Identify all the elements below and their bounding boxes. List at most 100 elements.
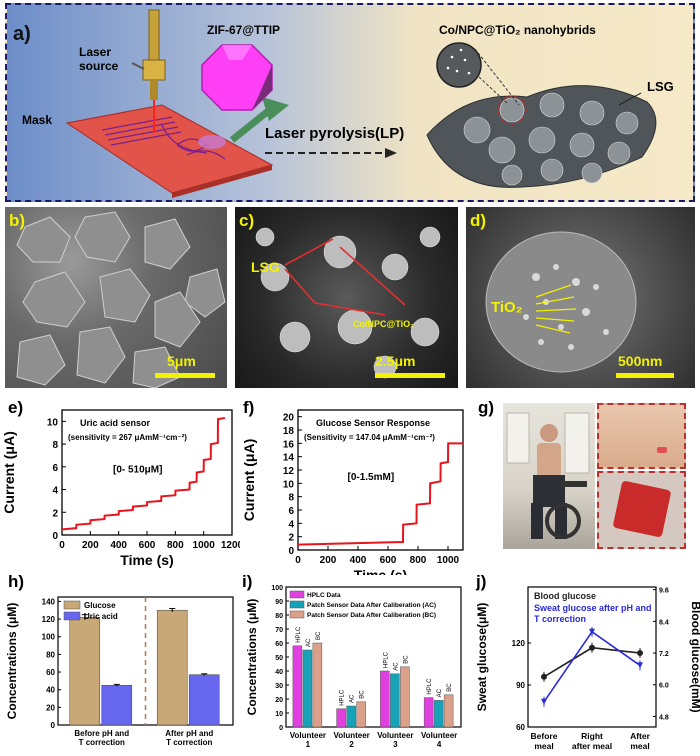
bar-ac: [390, 673, 400, 728]
y-tick-label: 50: [275, 655, 283, 662]
x-tick-label: after meal: [572, 741, 612, 751]
chart-title: Glucose Sensor Response: [316, 418, 430, 428]
legend-label: Uric acid: [84, 612, 118, 621]
y-right-tick-label: 8.4: [659, 619, 669, 626]
bar-ac: [302, 649, 313, 728]
plot-frame: [297, 409, 464, 551]
sem-particles: [255, 226, 441, 379]
scale-bar-c: [375, 373, 445, 378]
y-right-tick-label: 7.2: [659, 651, 669, 658]
panel-d-sem-image: d) TiO₂ 500nm: [466, 207, 695, 388]
x-tick-label: 800: [167, 540, 184, 551]
bar-hplc: [336, 708, 346, 728]
laser-source-label: Laser source: [79, 45, 119, 73]
y-tick-label: 0: [279, 725, 283, 732]
x-tick-label: Before pH and: [74, 729, 129, 738]
x-tick-label: 1000: [437, 555, 460, 566]
y-axis-title: Concentrations (μM): [245, 599, 259, 716]
x-tick-label: meal: [534, 741, 553, 751]
bar-data-label: BC: [447, 683, 453, 692]
y-tick-label: 18: [283, 426, 295, 437]
y-tick-label: 20: [46, 703, 55, 712]
panel-a: a) Laser source Mask ZIF-67@TTIP Laser p…: [5, 3, 695, 202]
nanohybrid-label-c: Co/NPC@TiO₂: [353, 319, 415, 329]
nanohybrids-label: Co/NPC@TiO₂ nanohybrids: [439, 23, 596, 37]
bar-ac: [346, 705, 356, 728]
y-tick-label: 4: [52, 486, 58, 497]
panel-letter-f: f): [243, 398, 255, 417]
y-tick-label: 0: [52, 531, 58, 542]
bar-hplc: [423, 697, 434, 728]
bar-bc: [400, 666, 410, 728]
schematic-diagram: [65, 9, 657, 198]
zif-label: ZIF-67@TTIP: [207, 23, 281, 37]
y-tick-label: 2: [288, 533, 294, 544]
x-tick-label: 400: [110, 540, 127, 551]
panel-letter-h: h): [8, 572, 25, 591]
x-axis-title: Time (s): [354, 567, 407, 575]
x-tick-label: 0: [295, 555, 301, 566]
y-tick-label: 4: [288, 519, 294, 530]
legend-swatch: [63, 611, 81, 621]
y-tick-label: 140: [42, 597, 56, 606]
y-tick-label: 20: [283, 413, 295, 424]
x-tick-label: 4: [437, 740, 442, 749]
y-tick-label: 90: [516, 681, 525, 690]
data-trace: [297, 442, 463, 546]
bar-uric-acid: [101, 684, 133, 726]
x-tick-label: 200: [320, 555, 337, 566]
panel-g-photo: [503, 403, 688, 549]
y-tick-label: 120: [512, 639, 526, 648]
x-tick-label: 200: [82, 540, 99, 551]
bar-data-label: AC: [350, 694, 356, 703]
legend-label: HPLC Data: [307, 592, 341, 599]
sweat-glucose-line: [543, 630, 641, 703]
bar-hplc: [292, 645, 303, 728]
x-tick-label: 600: [380, 555, 397, 566]
y-right-tick-label: 4.8: [659, 714, 669, 721]
legend-label-blood: Blood glucose: [534, 591, 596, 601]
bar-glucose: [69, 617, 101, 726]
bar-data-label: HPLC: [427, 678, 433, 695]
scale-bar-label-b: 5μm: [167, 353, 196, 369]
plot-frame: [527, 586, 657, 728]
legend-swatch: [289, 610, 305, 619]
x-axis-title: Time (s): [120, 552, 173, 568]
y-axis-title: Current (μA): [241, 439, 257, 521]
y-tick-label: 40: [46, 686, 55, 695]
x-tick-label: T correction: [79, 738, 125, 747]
y-axis-title: Sweat glucose(μM): [475, 603, 489, 712]
bar-data-label: HPLC: [383, 651, 389, 668]
sem-sphere: [485, 231, 637, 373]
x-tick-label: 1000: [193, 540, 216, 551]
y-tick-label: 60: [516, 723, 525, 732]
bar-data-label: BC: [360, 690, 366, 699]
y-tick-label: 0: [51, 721, 56, 730]
lsg-label: LSG: [647, 79, 674, 94]
lsg-label-c: LSG: [251, 259, 280, 275]
laser-pyrolysis-label: Laser pyrolysis(LP): [265, 125, 405, 142]
bar-bc: [312, 642, 323, 728]
x-tick-label: T correction: [166, 738, 212, 747]
legend-label: Patch Sensor Data After Caliberation (BC…: [307, 612, 436, 619]
legend-swatch: [63, 600, 81, 610]
bar-data-label: AC: [393, 662, 399, 671]
y-tick-label: 14: [283, 453, 295, 464]
y-axis-title: Concentrations (μM): [5, 603, 19, 720]
scale-bar-label-d: 500nm: [618, 353, 663, 369]
y-tick-label: 2: [52, 508, 58, 519]
y-tick-label: 60: [46, 668, 55, 677]
x-tick-label: 400: [350, 555, 367, 566]
y-tick-label: 16: [283, 439, 295, 450]
panel-b-sem-image: b) 5μm: [5, 207, 227, 388]
y-tick-label: 60: [275, 641, 283, 648]
legend-label-sweat: Sweat glucose after pH and: [534, 603, 652, 613]
bar-bc: [356, 701, 366, 728]
sem-crystals: [16, 211, 226, 388]
legend-label-sweat-cont: T correction: [534, 614, 586, 624]
range-annotation: [0-1.5mM]: [348, 472, 395, 483]
y-tick-label: 8: [288, 493, 294, 504]
